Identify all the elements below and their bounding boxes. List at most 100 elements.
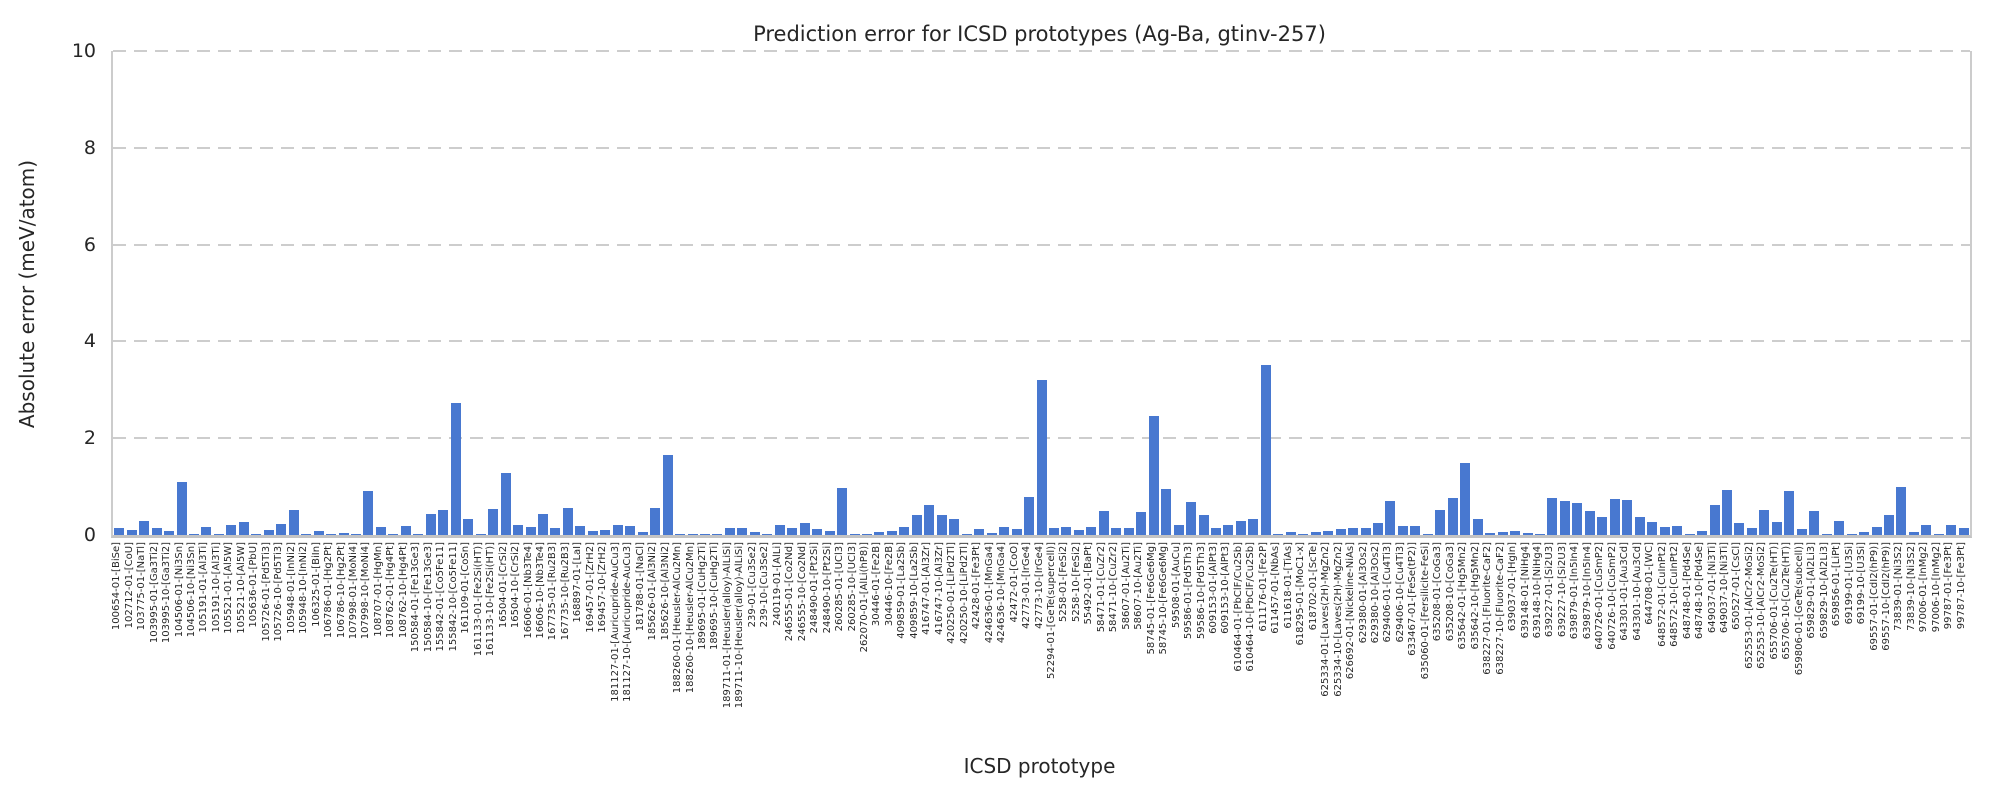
- plot-area: [111, 50, 1972, 538]
- x-tick-label: 635060-01-[Fersilicite-FeSi]: [1419, 542, 1431, 680]
- bar: [662, 454, 673, 535]
- x-tick-label: 648748-10-[Pd4Se]: [1694, 542, 1706, 640]
- x-tick-label: 105726-01-[Pd5Ti3]: [260, 542, 272, 642]
- bar: [201, 526, 212, 535]
- bar: [1697, 531, 1708, 535]
- x-tick-label: 104506-10-[Ni3Sn]: [186, 542, 197, 638]
- bar: [1946, 524, 1957, 535]
- x-tick-label: 108707-01-[HgMn]: [372, 542, 384, 637]
- x-tick-label: 58745-01-[Fe6Ge6Mg]: [1145, 542, 1157, 655]
- x-tick-label: 649037-10-[Ni3Ti]: [1718, 542, 1730, 634]
- bar: [176, 481, 187, 535]
- bar: [226, 524, 237, 535]
- bar: [1908, 531, 1919, 535]
- bar: [1559, 501, 1570, 535]
- bar: [1198, 515, 1209, 535]
- x-tick-label: 639227-01-[Si2U3]: [1544, 542, 1556, 638]
- x-tick-label: 639879-10-[In5In4]: [1581, 542, 1593, 640]
- bar: [313, 530, 324, 535]
- gridline-y4: [113, 340, 1970, 343]
- x-tick-label: 42428-01-[Fe3Pt]: [971, 542, 983, 630]
- x-tick-label: 69557-01-[CdI2(hP9)]: [1868, 542, 1880, 651]
- x-tick-label: 609153-10-[AlPt3]: [1220, 542, 1232, 634]
- x-tick-label: 105636-01-[PbU]: [248, 542, 260, 628]
- x-tick-label: 99787-10-[Fe3Pt]: [1955, 542, 1967, 630]
- x-tick-label: 97006-10-[InMg2]: [1930, 542, 1942, 633]
- x-tick-label: 150584-10-[Fe13Ge3]: [422, 542, 434, 653]
- bar: [1098, 510, 1109, 535]
- bar: [1921, 524, 1932, 535]
- x-tick-label: 640726-10-[CuSmP2]: [1606, 542, 1618, 650]
- x-tick-label: 611176-01-[Fe2P]: [1257, 542, 1269, 632]
- gridline-y10: [113, 50, 1970, 52]
- bar: [1123, 527, 1134, 535]
- y-tick-label: 2: [83, 427, 96, 450]
- x-tick-label: 155842-10-[Co5Fe11]: [447, 542, 459, 652]
- bar: [1011, 529, 1022, 535]
- x-tick-label: 108762-01-[Hg4Pt]: [385, 542, 397, 639]
- x-tick-label: 633467-01-[FeSe(tP2)]: [1407, 542, 1419, 656]
- bar: [837, 487, 848, 535]
- bar: [189, 534, 199, 535]
- x-tick-label: 30446-01-[Fe2B]: [871, 542, 883, 627]
- bar: [1634, 516, 1645, 535]
- x-tick-label: 105948-10-[InNi2]: [298, 542, 310, 634]
- x-tick-label: 106786-01-[Hg2Pt]: [323, 542, 335, 639]
- x-tick-label: 169457-01-[ZrH2]: [584, 542, 596, 633]
- bar: [1933, 534, 1944, 535]
- x-tick-label: 246555-10-[Co2Nd]: [796, 542, 808, 642]
- bar: [375, 526, 386, 535]
- bar: [1024, 497, 1035, 535]
- bar: [1796, 529, 1807, 535]
- x-tick-label: 610464-01-[PbClF/Cu2Sb]: [1232, 542, 1244, 672]
- x-tick-label: 639037-01-[HgIn]: [1507, 542, 1519, 632]
- x-tick-label: 409859-01-[La2Sb]: [896, 542, 908, 639]
- bar: [587, 530, 598, 535]
- bar: [1148, 416, 1159, 535]
- x-tick-label: 73839-01-[Ni3S2]: [1893, 542, 1905, 631]
- bar: [388, 533, 399, 535]
- x-tick-label: 181127-10-[Auricupride-AuCu3]: [622, 542, 634, 702]
- bar: [1223, 524, 1234, 535]
- x-tick-label: 424636-10-[MnGa4]: [996, 542, 1008, 644]
- bar: [1310, 531, 1321, 535]
- bar: [1036, 380, 1047, 535]
- x-tick-label: 106325-01-[BiIn]: [310, 542, 322, 627]
- bar: [625, 525, 636, 535]
- x-tick-label: 161109-01-[CoSn]: [460, 542, 472, 634]
- x-tick-label: 30446-10-[Fe2B]: [883, 542, 895, 627]
- bar: [1273, 534, 1284, 535]
- bar: [1871, 526, 1882, 535]
- x-tick-label: 105726-10-[Pd5Ti3]: [273, 542, 285, 642]
- bar: [1759, 509, 1770, 535]
- bar: [774, 524, 785, 535]
- x-tick-label: 105191-10-[Al3Ti]: [210, 542, 222, 633]
- x-tick-label: 610464-10-[PbClF/Cu2Sb]: [1245, 542, 1257, 672]
- x-tick-label: 655706-01-[Cu2Te(HT)]: [1768, 542, 1780, 660]
- bar: [1622, 500, 1633, 535]
- bar: [1597, 516, 1608, 535]
- bar: [911, 515, 922, 535]
- bar: [787, 528, 798, 535]
- bar: [575, 525, 586, 535]
- bar: [1809, 511, 1820, 535]
- bar: [675, 534, 686, 535]
- bar: [1510, 531, 1521, 535]
- x-tick-label: 640726-01-[CuSmP2]: [1594, 542, 1606, 650]
- x-tick-label: 659829-01-[Al2Li3]: [1806, 542, 1818, 639]
- x-tick-label: 239-01-[Cu3Se2]: [746, 542, 758, 628]
- x-tick-label: 167735-10-[Ru2B3]: [559, 542, 571, 641]
- bar: [849, 534, 860, 535]
- x-tick-label: 58471-10-[CuZr2]: [1108, 542, 1120, 633]
- bar: [213, 534, 224, 535]
- x-tick-label: 639227-10-[Si2U3]: [1556, 542, 1568, 638]
- x-tick-label: 181127-01-[Auricupride-AuCu3]: [609, 542, 621, 702]
- bar: [974, 529, 985, 535]
- x-tick-label: 655706-10-[Cu2Te(HT)]: [1781, 542, 1793, 660]
- x-tick-label: 188260-01-[Heusler-AlCu2Mn]: [672, 542, 684, 694]
- x-tick-label: 189695-01-[CuHg2Ti]: [696, 542, 708, 651]
- x-tick-label: 609153-01-[AlPt3]: [1207, 542, 1219, 634]
- bar: [1485, 533, 1496, 535]
- bar: [488, 508, 499, 535]
- x-tick-label: 189711-01-[Heusler(alloy)-AlLiSi]: [721, 542, 733, 709]
